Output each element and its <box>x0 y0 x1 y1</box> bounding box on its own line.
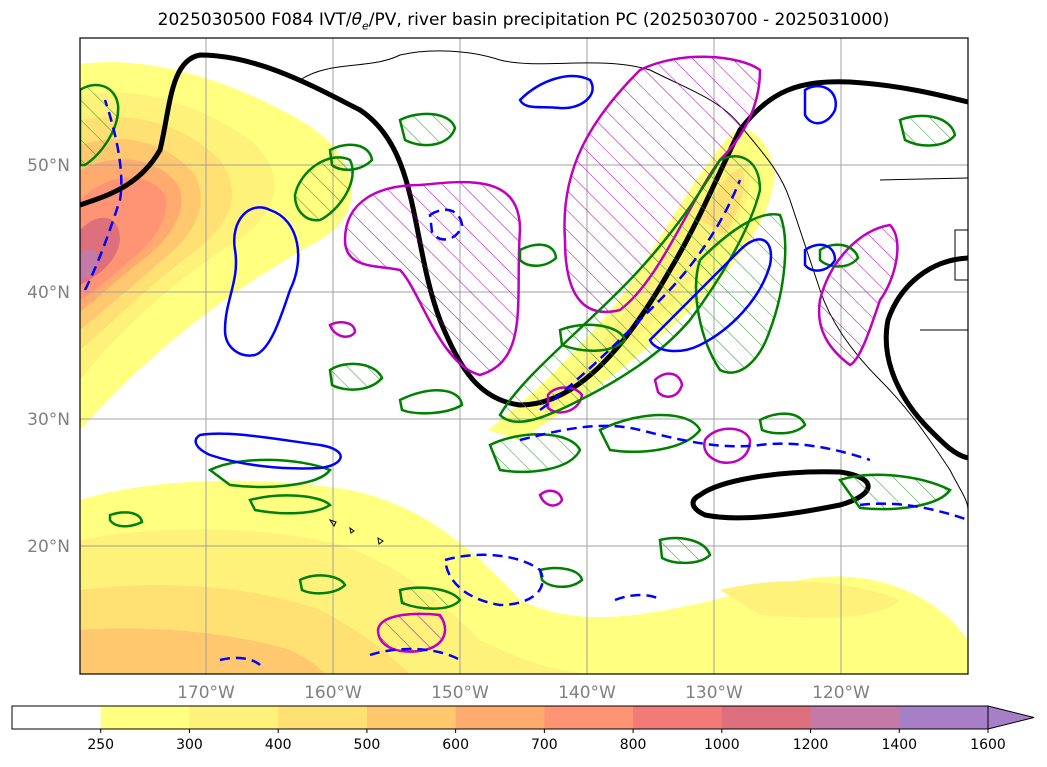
lon-label: 150°W <box>431 683 489 703</box>
map-title: 2025030500 F084 IVT/θe/PV, river basin p… <box>157 10 890 33</box>
lat-label: 30°N <box>27 410 70 430</box>
pv-contours-solid <box>194 74 838 470</box>
lon-label: 170°W <box>177 683 235 703</box>
ivt-shading-south <box>80 480 968 674</box>
colorbar-tick-label: 1200 <box>793 737 829 753</box>
lat-label: 40°N <box>27 283 70 303</box>
lon-labels: 170°W 160°W 150°W 140°W 130°W 120°W <box>177 683 870 703</box>
colorbar-segment <box>544 706 634 729</box>
colorbar-segment <box>633 706 723 729</box>
precip-magenta <box>328 55 899 653</box>
lat-labels: 50°N 40°N 30°N 20°N <box>27 156 70 557</box>
colorbar-tick-label: 400 <box>265 737 292 753</box>
colorbar-segment <box>12 706 102 729</box>
lon-label: 120°W <box>812 683 870 703</box>
lat-label: 50°N <box>27 156 70 176</box>
pv-contours-dashed <box>83 99 968 666</box>
colorbar-segment <box>721 706 812 729</box>
theta-e-contours <box>80 52 968 521</box>
plot-area <box>80 38 968 674</box>
colorbar-tick-label: 700 <box>531 737 558 753</box>
colorbar-segment <box>278 706 368 729</box>
lon-label: 160°W <box>304 683 362 703</box>
colorbar-segment <box>189 706 279 729</box>
colorbar-tick-label: 250 <box>87 737 114 753</box>
colorbar-segment <box>366 706 457 729</box>
precip-green <box>80 83 957 610</box>
colorbar-extend-arrow <box>987 705 1035 730</box>
colorbar-tick-label: 300 <box>176 737 203 753</box>
colorbar-tick-label: 1000 <box>704 737 740 753</box>
colorbar-outline <box>11 705 989 730</box>
colorbar-segment <box>455 706 545 729</box>
colorbar-tick-label: 600 <box>442 737 469 753</box>
lat-label: 20°N <box>27 537 70 557</box>
colorbar-tick-label: 1600 <box>970 737 1006 753</box>
colorbar-segment <box>810 706 900 729</box>
colorbar-segment <box>899 706 989 729</box>
colorbar-tick-label: 1400 <box>881 737 917 753</box>
plot-frame <box>79 37 969 675</box>
colorbar: 250 300 400 500 600 700 800 1000 1200 1400 1600 <box>11 705 1035 753</box>
colorbar-tick-label: 500 <box>354 737 381 753</box>
coastlines <box>299 50 968 545</box>
lon-label: 140°W <box>558 683 616 703</box>
colorbar-segment <box>100 706 190 729</box>
precip-green-outlines <box>108 143 860 595</box>
lon-label: 130°W <box>685 683 743 703</box>
colorbar-tick-label: 800 <box>620 737 647 753</box>
